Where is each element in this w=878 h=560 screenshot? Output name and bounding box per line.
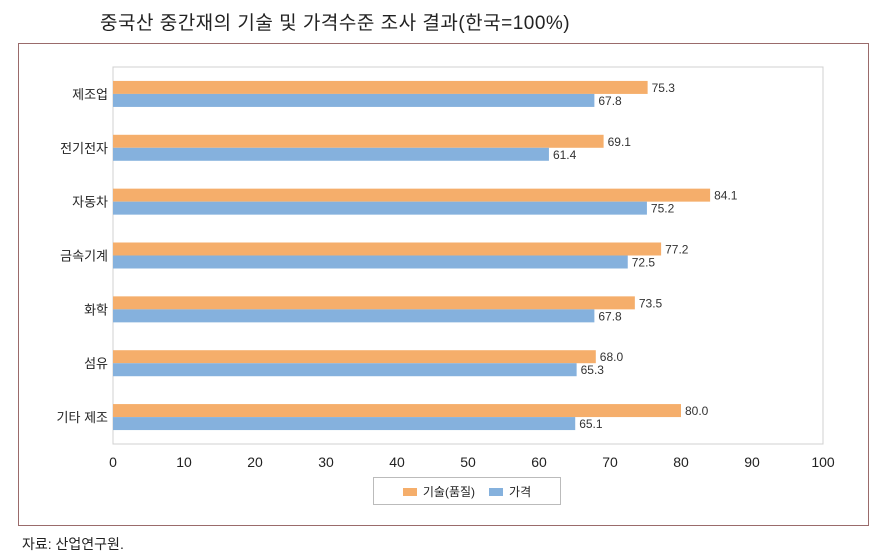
data-label: 77.2: [665, 243, 689, 257]
bar-price: [113, 147, 549, 161]
category-label: 전기전자: [60, 141, 108, 156]
data-label: 69.1: [608, 135, 632, 149]
bar-tech: [113, 80, 648, 94]
data-label: 65.3: [581, 363, 605, 377]
bar-tech: [113, 404, 681, 418]
bar-tech: [113, 296, 635, 310]
x-tick-label: 20: [247, 454, 263, 470]
category-label: 자동차: [72, 195, 108, 210]
data-label: 67.8: [598, 309, 622, 323]
x-tick-label: 10: [176, 454, 192, 470]
x-tick-label: 100: [811, 454, 835, 470]
category-label: 섬유: [84, 356, 108, 371]
category-label: 기타 제조: [57, 410, 108, 425]
chart-title: 중국산 중간재의 기술 및 가격수준 조사 결과(한국=100%): [100, 13, 571, 34]
x-tick-label: 50: [460, 454, 476, 470]
legend-item-tech: 기술(품질): [402, 483, 476, 500]
data-label: 67.8: [598, 94, 622, 108]
data-label: 84.1: [714, 189, 738, 203]
data-label: 75.2: [651, 202, 675, 216]
bar-price: [113, 93, 595, 107]
bar-price: [113, 417, 576, 431]
data-label: 72.5: [632, 256, 656, 270]
legend-item-price: 가격: [489, 483, 531, 500]
source-note: 자료: 산업연구원.: [22, 536, 124, 552]
data-label: 75.3: [652, 81, 676, 95]
bar-price: [113, 201, 647, 215]
x-tick-label: 80: [673, 454, 689, 470]
bar-price: [113, 309, 595, 323]
bar-price: [113, 255, 628, 269]
bar-tech: [113, 134, 604, 148]
bar-tech: [113, 242, 662, 256]
x-tick-label: 0: [109, 454, 117, 470]
x-tick-label: 90: [744, 454, 760, 470]
x-tick-label: 30: [318, 454, 334, 470]
category-label: 금속기계: [60, 249, 108, 264]
x-tick-label: 40: [389, 454, 405, 470]
x-tick-label: 60: [531, 454, 547, 470]
category-label: 화학: [84, 302, 108, 317]
data-label: 61.4: [553, 148, 577, 162]
category-label: 제조업: [72, 87, 108, 102]
bar-price: [113, 363, 577, 377]
bar-tech: [113, 350, 596, 364]
data-label: 80.0: [685, 404, 709, 418]
bar-tech: [113, 188, 711, 202]
legend-label-tech: 기술(품질): [422, 484, 476, 499]
legend-swatch-price: [489, 488, 504, 497]
data-label: 68.0: [600, 350, 624, 364]
legend-swatch-tech: [402, 488, 417, 497]
legend: 기술(품질) 가격: [373, 477, 561, 505]
x-tick-label: 70: [602, 454, 618, 470]
data-label: 73.5: [639, 296, 663, 310]
data-label: 65.1: [579, 417, 603, 431]
legend-label-price: 가격: [509, 484, 532, 499]
chart-frame: [18, 43, 869, 526]
